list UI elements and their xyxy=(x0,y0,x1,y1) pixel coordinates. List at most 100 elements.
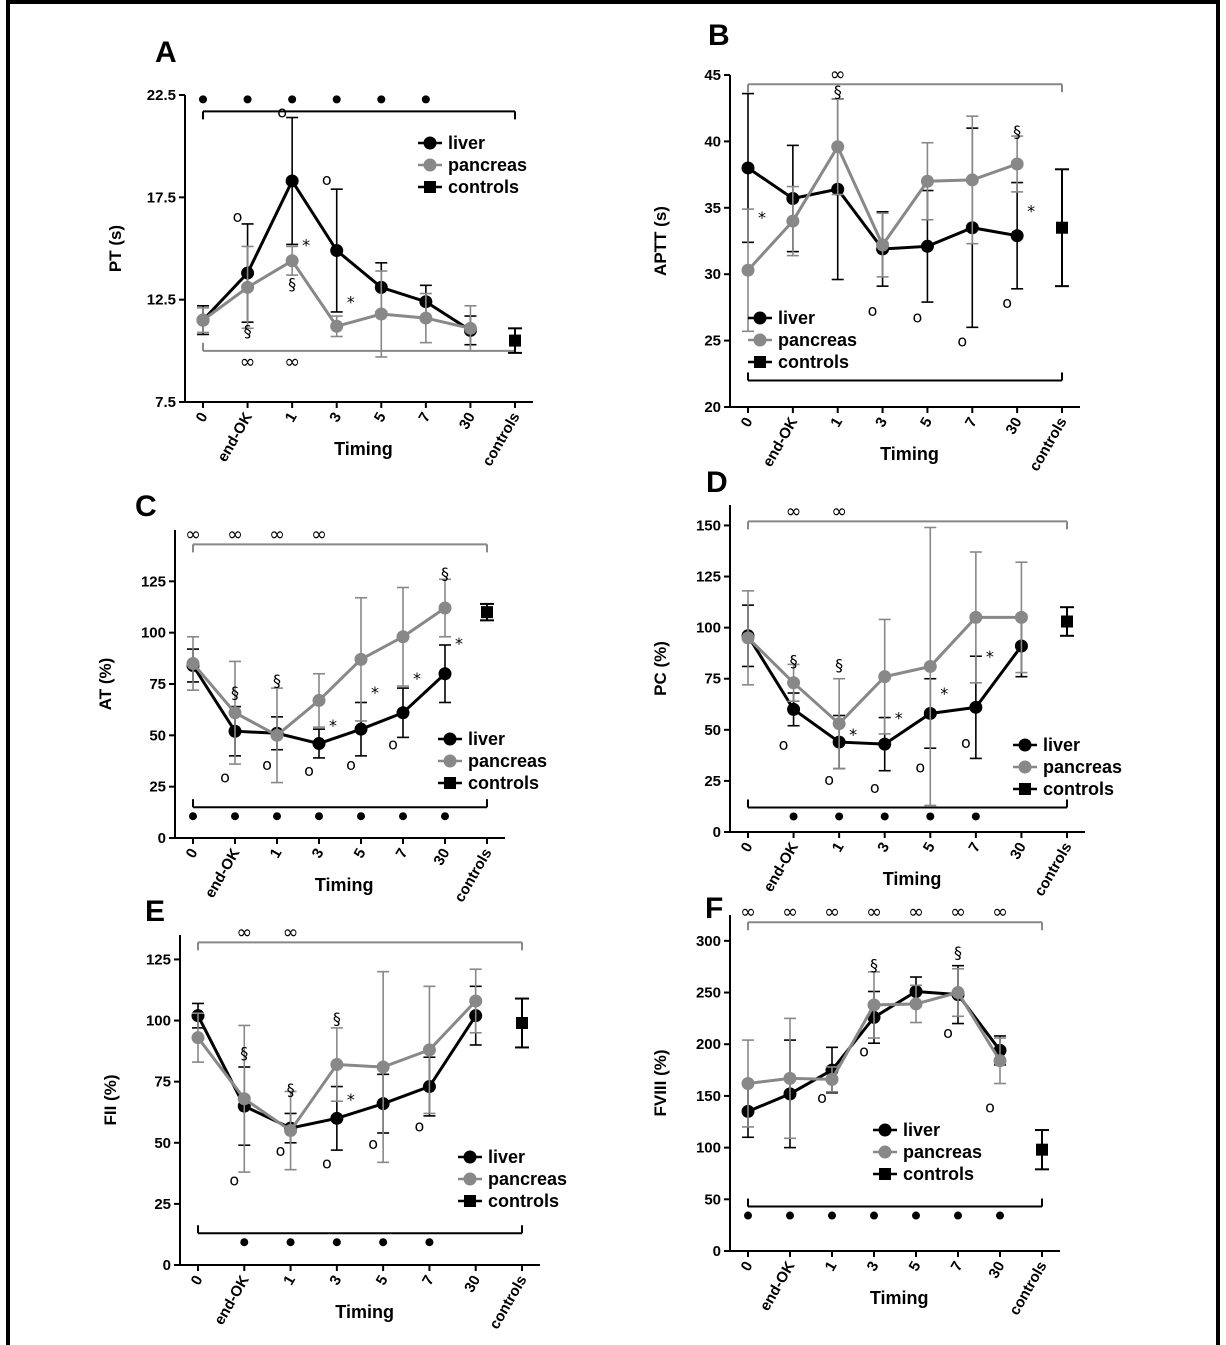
x-tick-label: 0 xyxy=(183,846,202,862)
x-tick-label: 30 xyxy=(456,410,479,433)
liver-data-point xyxy=(285,174,299,188)
y-tick-label: 25 xyxy=(149,779,166,796)
x-tick-label: end-OK xyxy=(211,1272,253,1328)
x-tick-label: 0 xyxy=(738,1259,757,1275)
x-tick-label: end-OK xyxy=(760,414,802,470)
significance-annotation: o xyxy=(824,770,834,789)
pancreas-data-point xyxy=(831,140,845,154)
pancreas-data-point xyxy=(196,313,210,327)
significance-annotation: * xyxy=(940,684,948,703)
panel-a: A7.512.517.522.50 end-OK 1 3 5 7 30 controlsTim… xyxy=(106,36,533,469)
x-tick-label: 3 xyxy=(326,410,345,426)
legend-label: controls xyxy=(778,352,849,372)
legend-label: liver xyxy=(448,133,485,153)
y-tick-label: 25 xyxy=(704,333,721,350)
legend-label: pancreas xyxy=(778,330,857,350)
x-tick-label: 30 xyxy=(1007,840,1030,863)
x-tick-label: 3 xyxy=(326,1273,345,1289)
legend-marker xyxy=(1018,760,1032,774)
pancreas-data-point xyxy=(825,1072,839,1086)
y-tick-label: 25 xyxy=(154,1196,171,1213)
x-tick-label: 1 xyxy=(267,846,286,862)
pancreas-data-point xyxy=(909,997,923,1011)
significance-annotation: § xyxy=(834,82,842,101)
pancreas-data-point xyxy=(463,321,477,335)
y-tick-label: 250 xyxy=(696,985,721,1002)
legend-label: liver xyxy=(1043,735,1080,755)
y-tick-label: 7.5 xyxy=(155,394,176,411)
x-tick-label: 5 xyxy=(371,410,390,426)
significance-annotation: * xyxy=(986,647,994,666)
y-tick-label: 300 xyxy=(696,933,721,950)
significance-annotation: § xyxy=(333,1009,341,1028)
legend-marker xyxy=(423,158,437,172)
pancreas-data-point xyxy=(920,174,934,188)
significance-annotation: § xyxy=(240,1043,248,1062)
y-tick-label: 75 xyxy=(154,1074,171,1091)
panel-letter: F xyxy=(705,892,723,925)
significance-dot xyxy=(286,1238,295,1247)
significance-dot xyxy=(441,812,449,821)
legend-marker xyxy=(464,1195,476,1207)
x-tick-label: 5 xyxy=(351,846,370,862)
panel-letter: C xyxy=(135,490,157,523)
x-tick-label: 0 xyxy=(738,415,757,431)
legend-label: controls xyxy=(448,177,519,197)
significance-dot xyxy=(379,1238,388,1247)
significance-dot xyxy=(425,1238,434,1247)
x-tick-label: end-OK xyxy=(760,839,802,895)
legend-marker xyxy=(878,1123,892,1137)
x-tick-label: 0 xyxy=(188,1273,207,1289)
legend-marker xyxy=(878,1145,892,1159)
x-axis-title: Timing xyxy=(880,444,939,464)
legend-marker xyxy=(443,732,457,746)
x-axis-title: Timing xyxy=(883,869,942,889)
controls-data-point xyxy=(516,1017,528,1029)
controls-data-point xyxy=(481,606,493,619)
significance-annotation: * xyxy=(347,1090,355,1109)
legend-label: liver xyxy=(778,308,815,328)
liver-data-point xyxy=(878,737,892,751)
legend-label: controls xyxy=(468,773,539,793)
x-tick-label: 0 xyxy=(738,840,757,856)
significance-annotation: o xyxy=(304,761,314,780)
significance-dot xyxy=(288,95,297,104)
x-tick-label: 7 xyxy=(948,1259,967,1275)
controls-data-point xyxy=(1061,615,1073,628)
pancreas-data-point xyxy=(867,998,881,1012)
panel-letter: A xyxy=(155,36,177,69)
legend-label: liver xyxy=(468,729,505,749)
pancreas-data-point xyxy=(876,238,890,252)
significance-annotation: * xyxy=(413,669,421,688)
significance-annotation: * xyxy=(895,709,903,728)
infinity-marker: ∞ xyxy=(830,63,846,85)
y-tick-label: 50 xyxy=(704,1191,721,1208)
pancreas-data-point xyxy=(741,1077,755,1091)
pancreas-data-point xyxy=(312,693,326,707)
infinity-marker: ∞ xyxy=(236,921,252,943)
x-axis-title: Timing xyxy=(334,439,393,459)
significance-dot xyxy=(240,1238,249,1247)
legend-label: pancreas xyxy=(448,155,527,175)
significance-dot xyxy=(332,95,341,104)
significance-annotation: o xyxy=(346,755,356,774)
infinity-marker: ∞ xyxy=(950,901,966,923)
pancreas-data-point xyxy=(741,631,755,645)
pancreas-data-point xyxy=(285,254,299,268)
panel-letter: D xyxy=(706,466,728,499)
pancreas-data-point xyxy=(787,676,801,690)
y-tick-label: 50 xyxy=(149,727,166,744)
x-tick-label: 1 xyxy=(827,415,846,431)
pancreas-data-point xyxy=(419,311,433,325)
legend-marker xyxy=(753,333,767,347)
legend-label: controls xyxy=(488,1191,559,1211)
x-tick-label: 7 xyxy=(419,1273,438,1289)
x-tick-label: 0 xyxy=(193,410,212,426)
significance-annotation: o xyxy=(817,1088,827,1107)
significance-annotation: § xyxy=(441,564,449,583)
pancreas-data-point xyxy=(741,263,755,277)
x-tick-label: 30 xyxy=(430,846,453,869)
